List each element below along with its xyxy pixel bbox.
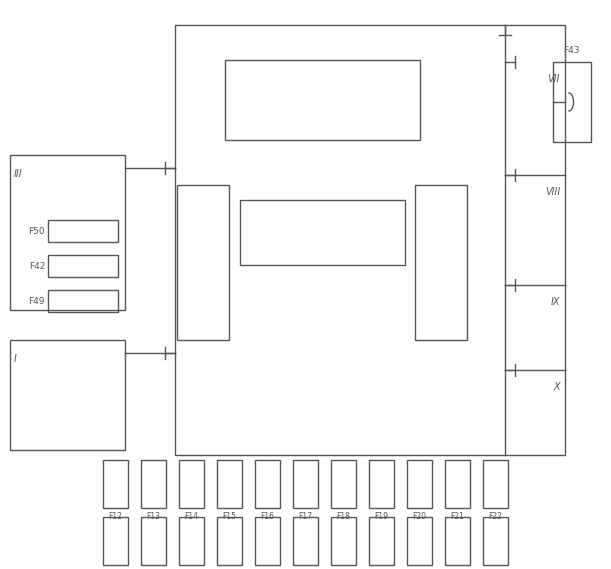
Text: X: X xyxy=(554,382,560,392)
Bar xyxy=(407,460,432,508)
Text: F15: F15 xyxy=(222,512,236,521)
Text: F16: F16 xyxy=(260,512,274,521)
Bar xyxy=(483,460,508,508)
Bar xyxy=(293,517,318,565)
Bar xyxy=(445,460,470,508)
Text: F21: F21 xyxy=(450,512,464,521)
Bar xyxy=(217,460,242,508)
Bar xyxy=(10,155,125,310)
Text: F49: F49 xyxy=(29,296,45,306)
Bar xyxy=(175,25,565,455)
Bar xyxy=(141,517,166,565)
Bar xyxy=(48,255,118,277)
Bar xyxy=(331,517,356,565)
Bar xyxy=(179,460,204,508)
Text: F18: F18 xyxy=(337,512,351,521)
Bar xyxy=(225,60,420,140)
Bar xyxy=(331,460,356,508)
Bar xyxy=(240,200,405,265)
Bar xyxy=(10,340,125,450)
Text: F20: F20 xyxy=(412,512,426,521)
Bar xyxy=(217,517,242,565)
Text: I: I xyxy=(14,354,17,364)
Text: F19: F19 xyxy=(375,512,389,521)
Text: F42: F42 xyxy=(29,262,45,270)
Bar xyxy=(48,290,118,312)
Bar xyxy=(48,220,118,242)
Bar xyxy=(369,460,394,508)
Bar xyxy=(103,517,128,565)
Text: VIII: VIII xyxy=(545,187,560,197)
Bar xyxy=(407,517,432,565)
Text: F22: F22 xyxy=(489,512,502,521)
Bar xyxy=(255,517,280,565)
Text: F50: F50 xyxy=(28,226,45,236)
Text: F12: F12 xyxy=(109,512,122,521)
Bar xyxy=(415,185,467,340)
Bar xyxy=(553,62,591,142)
Bar xyxy=(177,185,229,340)
Bar xyxy=(179,517,204,565)
Bar xyxy=(141,460,166,508)
Text: F43: F43 xyxy=(563,46,579,55)
Bar xyxy=(445,517,470,565)
Bar xyxy=(293,460,318,508)
Bar xyxy=(255,460,280,508)
Text: F14: F14 xyxy=(185,512,199,521)
Text: IX: IX xyxy=(551,297,560,307)
Bar xyxy=(483,517,508,565)
Text: F13: F13 xyxy=(147,512,161,521)
Text: F17: F17 xyxy=(299,512,312,521)
Bar xyxy=(103,460,128,508)
Text: VII: VII xyxy=(547,74,560,84)
Bar xyxy=(369,517,394,565)
Text: III: III xyxy=(14,169,23,179)
